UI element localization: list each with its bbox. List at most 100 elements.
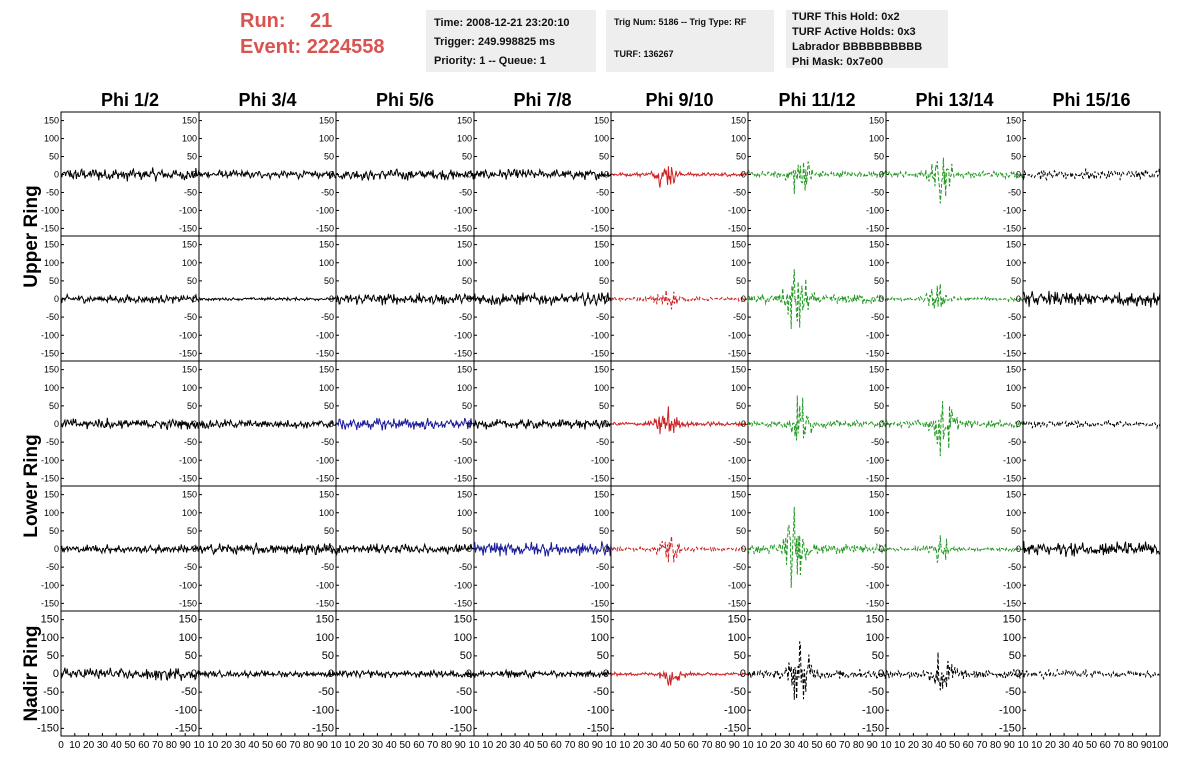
x-tick-label: 40 [660,740,672,751]
y-tick-label: 150 [594,490,609,500]
x-tick-label: 40 [523,740,535,751]
y-tick-label: -100 [728,580,746,590]
event-value: 2224558 [306,36,385,58]
x-tick-label: 90 [729,740,741,751]
panel-frame [885,111,1024,237]
waveform-trace [747,506,887,588]
waveform-panel: -150 -100 -50 0 50 100 150 [37,610,200,737]
y-tick-label: 150 [319,365,334,375]
y-tick-label: 50 [462,526,472,536]
y-tick-label: 50 [1009,650,1021,662]
y-tick-label: 150 [731,116,746,126]
y-tick-label: -150 [587,722,609,734]
waveform-panel: -150 -100 -50 0 50 100 150 [454,360,612,487]
time-text: Time: 2008-12-21 23:20:10 [434,17,570,29]
waveform-panel: -150 -100 -50 0 50 100 150 [450,610,612,737]
y-tick-label: 50 [324,152,334,162]
panel-frame [1022,360,1161,487]
y-tick-label: -100 [41,205,59,215]
y-tick-label: 0 [1015,668,1021,680]
y-tick-label: 0 [740,668,746,680]
waveform-trace [1022,168,1161,182]
waveform-panel: -150 -100 -50 0 50 100 150 [591,111,749,237]
y-tick-label: -150 [1003,348,1021,358]
y-tick-label: -150 [454,598,472,608]
y-tick-label: 50 [187,276,197,286]
y-tick-label: 150 [728,614,746,626]
y-tick-label: -100 [1003,205,1021,215]
row-title: Lower Ring [21,434,42,537]
waveform-panel: -150 -100 -50 0 50 100 150 [1003,360,1161,487]
x-tick-label: 10 [619,740,631,751]
y-tick-label: 150 [454,614,472,626]
y-tick-label: -50 [456,686,472,698]
waveform-trace [747,395,887,441]
y-tick-label: 100 [41,632,59,644]
y-tick-label: -150 [41,598,59,608]
y-tick-label: -150 [179,598,197,608]
y-tick-label: -150 [591,223,609,233]
y-tick-label: 150 [319,116,334,126]
waveform-trace [610,166,749,188]
y-tick-label: 50 [49,276,59,286]
y-tick-label: -50 [321,437,334,447]
y-tick-label: -50 [181,686,197,698]
x-tick-label: 60 [551,740,563,751]
x-tick-label: 30 [97,740,109,751]
waveform-panel: -150 -100 -50 0 50 100 150 [175,610,337,737]
y-tick-label: 50 [1011,401,1021,411]
y-tick-label: 0 [192,170,197,180]
y-tick-label: 50 [736,401,746,411]
x-tick-label: 0 [58,740,64,751]
waveform-trace [198,418,337,430]
y-tick-label: -100 [591,455,609,465]
y-tick-label: 0 [604,544,609,554]
column-title: Phi 15/16 [1052,90,1130,110]
y-tick-label: -100 [316,205,334,215]
y-tick-label: -150 [1003,473,1021,483]
y-tick-label: 150 [869,490,884,500]
y-tick-label: 150 [869,365,884,375]
x-tick-label: 20 [496,740,508,751]
event-label: Event: [240,36,302,58]
waveform-trace [335,168,475,182]
x-tick-label: 10 [69,740,81,751]
y-tick-label: 100 [457,508,472,518]
waveform-trace [1022,290,1161,308]
y-tick-label: -150 [316,598,334,608]
y-tick-label: 150 [869,116,884,126]
x-tick-label: 20 [221,740,233,751]
x-tick-label: 10 [482,740,494,751]
waveform-panel: -150 -100 -50 0 50 100 150 [1003,235,1161,362]
x-tick-label: 50 [1086,740,1098,751]
y-tick-label: 100 [179,632,197,644]
y-tick-label: 0 [603,668,609,680]
waveform-trace [335,668,475,680]
x-tick-label: 10 [330,740,342,751]
waveform-panel: -150 -100 -50 0 50 100 150 [179,485,337,612]
y-tick-label: -100 [591,205,609,215]
y-tick-label: 100 [594,258,609,268]
waveform-panel: -150 -100 -50 0 50 100 150 [728,485,887,612]
panel-frame [747,360,887,487]
y-tick-label: 100 [454,632,472,644]
waveform-panel: -150 -100 -50 0 50 100 150 [724,610,887,737]
waveform-panel: -150 -100 -50 0 50 100 150 [866,111,1024,237]
x-tick-label: 40 [111,740,123,751]
x-tick-label: 60 [138,740,150,751]
waveform-panel: -150 -100 -50 0 50 100 150 [591,485,749,612]
x-tick-label: 20 [1045,740,1057,751]
x-tick-label: 20 [633,740,645,751]
x-tick-label: 10 [894,740,906,751]
y-tick-label: -50 [184,437,197,447]
y-tick-label: 0 [1016,419,1021,429]
y-tick-label: -100 [1003,455,1021,465]
x-tick-label: 30 [1059,740,1071,751]
y-tick-label: 150 [1003,614,1021,626]
y-tick-label: -50 [43,686,59,698]
x-tick-label: 30 [922,740,934,751]
x-tick-label: 50 [674,740,686,751]
y-tick-label: 150 [457,240,472,250]
y-tick-label: 100 [316,632,334,644]
y-tick-label: 0 [741,419,746,429]
